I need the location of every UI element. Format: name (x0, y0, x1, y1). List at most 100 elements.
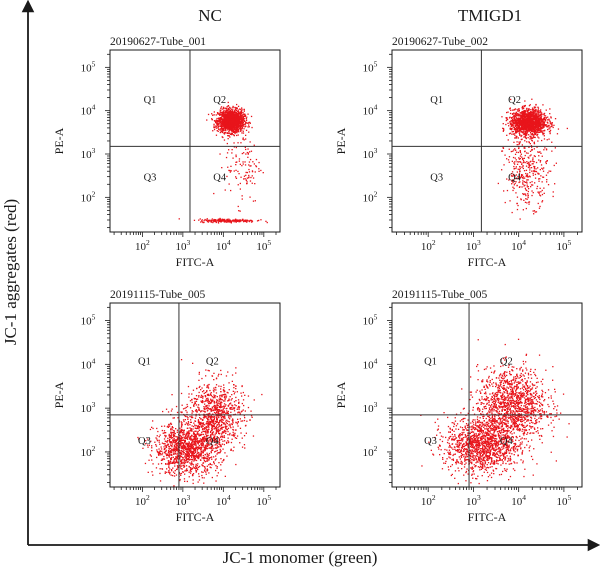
data-point (237, 115, 239, 117)
data-point (239, 122, 241, 124)
data-point (228, 149, 230, 151)
data-point (229, 125, 231, 127)
data-point (226, 152, 229, 154)
data-point (526, 114, 529, 116)
data-point (538, 115, 540, 118)
data-point (242, 119, 244, 122)
data-point (226, 122, 228, 124)
data-point (538, 192, 540, 194)
data-point (170, 474, 172, 476)
data-point (173, 475, 176, 477)
data-point (534, 131, 536, 133)
data-point (173, 485, 175, 487)
data-point (526, 129, 528, 131)
data-point (243, 113, 245, 115)
data-point (144, 462, 147, 465)
data-point (208, 219, 210, 222)
data-point (541, 119, 544, 121)
data-point (203, 440, 205, 443)
data-point (239, 163, 241, 165)
data-point (230, 116, 232, 118)
data-point (522, 180, 524, 182)
data-point (541, 130, 543, 133)
data-point (531, 120, 533, 123)
y-tick-label: 104 (363, 103, 378, 118)
data-point (516, 125, 518, 127)
data-point (244, 178, 246, 180)
data-point (223, 132, 225, 134)
data-point (518, 181, 520, 184)
data-point (248, 176, 250, 178)
data-point (540, 131, 542, 133)
data-point (155, 467, 158, 469)
data-point (235, 124, 237, 127)
data-point (531, 130, 534, 132)
data-point (532, 160, 534, 162)
data-point (534, 112, 536, 114)
data-point (526, 125, 528, 127)
data-point (188, 465, 190, 468)
data-point (235, 218, 237, 220)
data-point (179, 466, 181, 468)
data-point (525, 117, 527, 119)
data-point (547, 184, 550, 186)
data-point (539, 118, 541, 121)
data-point (516, 108, 518, 111)
data-point (216, 125, 218, 128)
x-tick-label: 105 (256, 493, 271, 508)
data-point (223, 139, 226, 141)
data-point (239, 115, 242, 117)
data-point (241, 122, 243, 124)
data-point (240, 120, 242, 123)
panel-title: 20191115-Tube_005 (110, 289, 205, 301)
data-point (226, 175, 228, 178)
data-point (219, 220, 221, 222)
data-point (229, 116, 231, 118)
y-axis-title: JC-1 aggregates (red) (1, 199, 20, 345)
data-point (511, 118, 514, 121)
data-point (519, 155, 522, 157)
data-point (225, 127, 227, 130)
data-point (526, 184, 528, 186)
data-point (232, 109, 234, 111)
data-point (169, 471, 171, 474)
data-point (244, 146, 246, 148)
data-point (226, 115, 228, 117)
data-point (523, 117, 526, 119)
data-point (236, 114, 238, 116)
x-tick-label: 103 (175, 238, 190, 253)
data-point (530, 121, 532, 123)
data-point (528, 146, 530, 148)
data-point (526, 161, 528, 163)
data-point (219, 125, 221, 127)
data-point (241, 126, 243, 128)
data-point (523, 130, 525, 132)
data-point (188, 456, 190, 458)
data-point (236, 134, 238, 137)
data-point (220, 469, 222, 471)
data-point (524, 119, 526, 121)
data-point (250, 165, 252, 167)
data-point (519, 133, 521, 135)
data-point (511, 121, 513, 123)
data-point (526, 141, 528, 143)
data-point (545, 124, 548, 126)
data-point (535, 120, 537, 123)
data-point (223, 113, 225, 116)
data-point (532, 116, 534, 118)
data-point (524, 126, 526, 128)
data-point (221, 443, 224, 445)
data-point (542, 127, 544, 129)
data-point (536, 126, 538, 128)
data-point (532, 115, 534, 117)
data-point (161, 458, 163, 460)
data-point (171, 443, 174, 445)
data-point (506, 189, 509, 192)
data-point (520, 174, 523, 177)
data-point (541, 181, 543, 183)
data-point (518, 141, 520, 143)
quadrant-label: Q3 (430, 173, 443, 184)
data-point (232, 157, 234, 159)
data-point (525, 152, 528, 154)
data-point (221, 121, 223, 123)
